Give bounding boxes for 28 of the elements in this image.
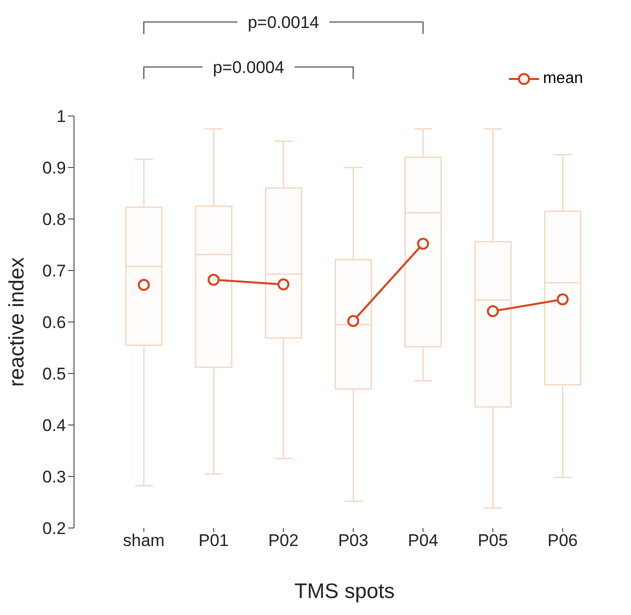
point (486, 305, 499, 318)
point (417, 238, 430, 250)
y-tick-label: 0.7 (42, 262, 66, 281)
point (277, 278, 290, 290)
point (138, 278, 150, 291)
x-axis-title: TMS spots (294, 580, 395, 603)
x-tick-label: P04 (408, 531, 438, 550)
x-tick-label: P01 (198, 531, 229, 550)
y-tick-label: 0.4 (42, 416, 66, 436)
x-tick-label: P05 (478, 531, 508, 550)
y-tick-label: 0.2 (42, 519, 66, 538)
x-tick-label: P06 (548, 531, 578, 550)
point (347, 314, 360, 327)
y-tick-label: 0.9 (42, 158, 66, 178)
x-tick-label: sham (123, 531, 165, 550)
y-tick-label: 0.6 (42, 313, 66, 332)
text: p=0.0004 (212, 58, 284, 77)
legend-label: mean (542, 70, 583, 88)
y-tick-label: 0.5 (42, 364, 66, 384)
y-tick-label: 1 (56, 107, 66, 126)
y-tick-label: 0.8 (42, 210, 66, 230)
x-tick-label: P02 (268, 531, 299, 550)
y-axis-title: reactive index (5, 256, 28, 387)
point (208, 274, 220, 286)
x-tick-label: P03 (338, 531, 368, 550)
point (556, 293, 569, 306)
y-tick-label: 0.3 (42, 468, 66, 487)
text: p=0.0014 (248, 13, 320, 32)
